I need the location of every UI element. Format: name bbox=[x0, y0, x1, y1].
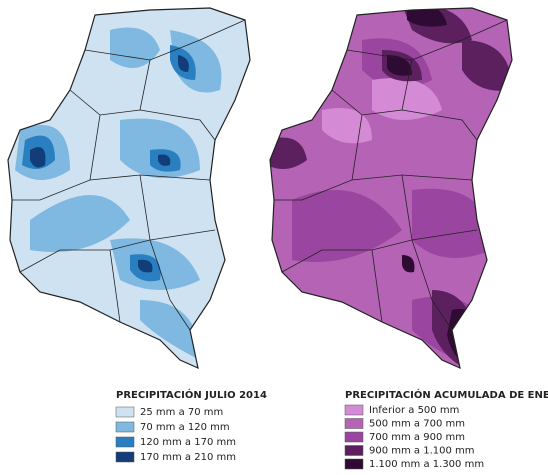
legend-label: 25 mm a 70 mm bbox=[140, 407, 223, 418]
legend-swatch bbox=[344, 431, 364, 443]
legend-swatch bbox=[115, 436, 135, 448]
legend-label: 500 mm a 700 mm bbox=[369, 419, 465, 430]
map-rainfall-accumulated bbox=[269, 7, 513, 369]
legend-label: Inferior a 500 mm bbox=[369, 405, 459, 416]
legend-label: 120 mm a 170 mm bbox=[140, 437, 236, 448]
legend-label: 70 mm a 120 mm bbox=[140, 422, 230, 433]
legend-swatch bbox=[344, 418, 364, 429]
legend-label: 170 mm a 210 mm bbox=[140, 452, 236, 463]
legend-title: PRECIPITACIÓN JULIO 2014 bbox=[116, 388, 267, 401]
legend-swatch bbox=[115, 406, 135, 418]
legend-swatch bbox=[344, 404, 364, 416]
legend-title: PRECIPITACIÓN ACUMULADA DE ENERO A JULIO bbox=[345, 388, 548, 401]
legend-swatch bbox=[115, 451, 135, 463]
legend-label: 1.100 mm a 1.300 mm bbox=[369, 459, 484, 470]
legend-label: 700 mm a 900 mm bbox=[369, 432, 465, 443]
legend-swatch bbox=[115, 421, 135, 433]
legend-swatch bbox=[344, 458, 364, 470]
map-rainfall-july bbox=[7, 7, 251, 369]
legend-swatch bbox=[344, 445, 364, 456]
legends: 25 mm a 70 mm 70 mm a 120 mm 120 mm a 170 … bbox=[115, 404, 484, 470]
legend-label: 900 mm a 1.100 mm bbox=[369, 446, 475, 457]
